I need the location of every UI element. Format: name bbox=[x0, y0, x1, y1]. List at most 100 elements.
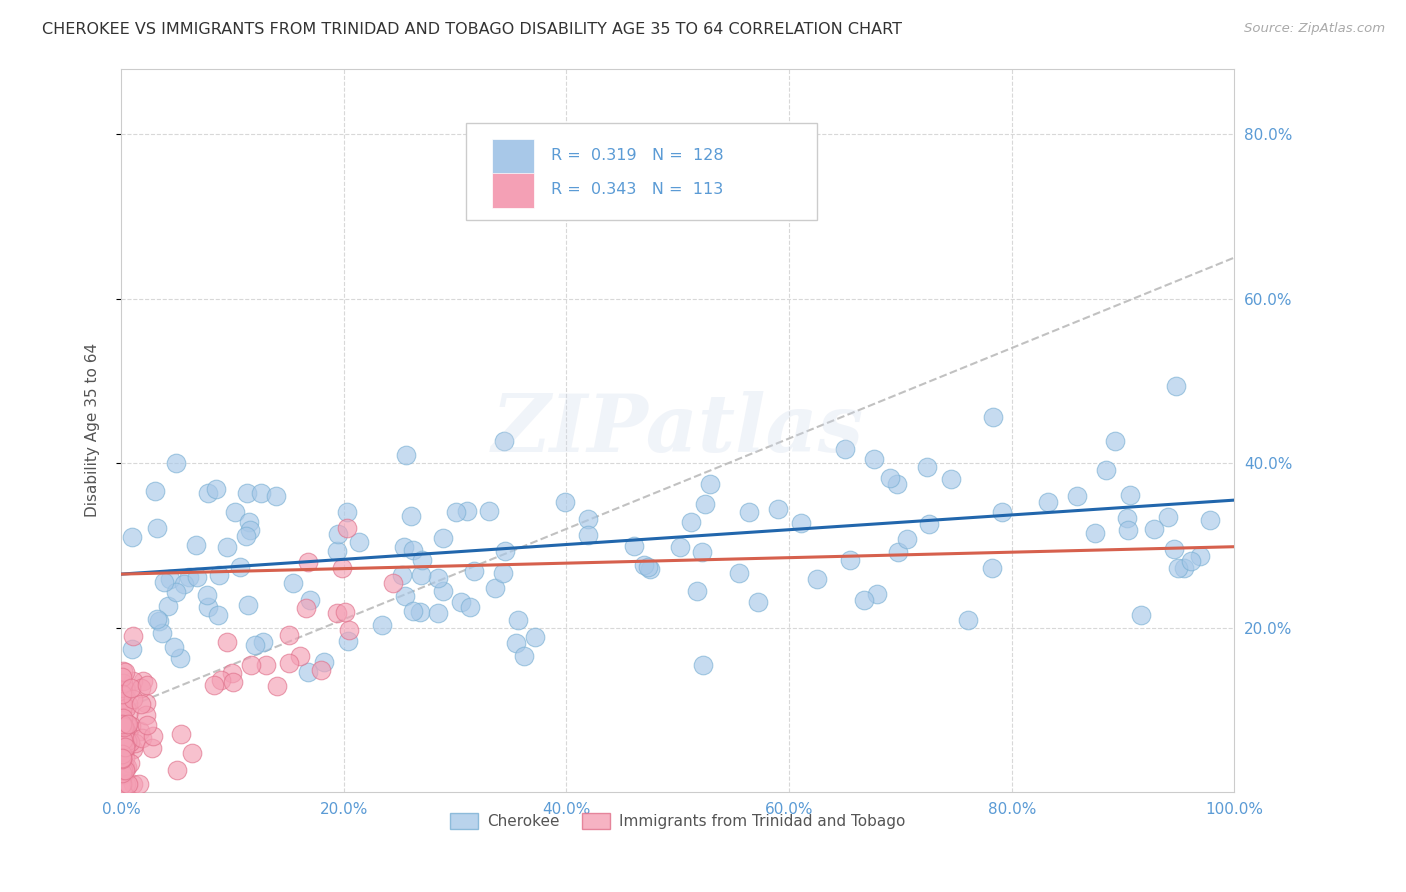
Point bbox=[159, 572, 181, 586]
FancyBboxPatch shape bbox=[467, 123, 817, 220]
Point bbox=[886, 476, 908, 491]
Point bbox=[290, 648, 312, 663]
Point bbox=[637, 559, 659, 574]
Point bbox=[112, 699, 135, 714]
Point bbox=[111, 777, 134, 791]
Point bbox=[153, 575, 176, 590]
Point bbox=[728, 566, 751, 580]
Point bbox=[941, 472, 963, 486]
Point bbox=[236, 598, 259, 612]
Point bbox=[111, 709, 134, 723]
Point bbox=[336, 505, 359, 519]
Point bbox=[209, 673, 232, 687]
Point bbox=[229, 560, 252, 574]
Point bbox=[111, 766, 134, 780]
Point bbox=[111, 751, 134, 765]
Point bbox=[217, 541, 239, 555]
Point bbox=[146, 521, 169, 535]
Point bbox=[117, 735, 139, 749]
Point bbox=[111, 722, 134, 736]
Point bbox=[208, 568, 231, 582]
Point bbox=[1188, 549, 1211, 563]
Point bbox=[150, 626, 173, 640]
Point bbox=[141, 740, 163, 755]
Point bbox=[1116, 511, 1139, 525]
Point bbox=[112, 676, 135, 690]
Point bbox=[221, 666, 243, 681]
Point bbox=[111, 766, 134, 780]
Point bbox=[115, 717, 138, 731]
Point bbox=[170, 727, 193, 741]
Point bbox=[866, 586, 889, 600]
Point bbox=[143, 483, 166, 498]
Point bbox=[111, 713, 134, 727]
Point bbox=[111, 714, 134, 729]
Point bbox=[135, 718, 157, 732]
Point bbox=[114, 737, 136, 751]
Point bbox=[576, 528, 599, 542]
Point bbox=[1157, 510, 1180, 524]
Point bbox=[112, 735, 135, 749]
Point bbox=[252, 635, 274, 649]
Point bbox=[484, 581, 506, 595]
Point bbox=[111, 768, 134, 782]
Point bbox=[456, 504, 478, 518]
Point bbox=[790, 516, 813, 530]
Point bbox=[181, 746, 204, 760]
Point bbox=[839, 552, 862, 566]
Bar bbox=[492, 139, 534, 174]
Point bbox=[981, 410, 1004, 425]
Point bbox=[118, 756, 141, 771]
Point bbox=[692, 658, 714, 673]
Point bbox=[918, 516, 941, 531]
Point bbox=[266, 679, 288, 693]
Point bbox=[394, 589, 416, 603]
Point bbox=[115, 701, 138, 715]
Point bbox=[1143, 522, 1166, 536]
Point bbox=[114, 739, 136, 754]
Bar bbox=[492, 173, 534, 208]
Point bbox=[492, 566, 515, 580]
Point bbox=[326, 526, 349, 541]
Point bbox=[399, 508, 422, 523]
Point bbox=[114, 740, 136, 755]
Point bbox=[111, 747, 134, 761]
Point bbox=[371, 618, 394, 632]
Point bbox=[131, 681, 153, 695]
Text: R =  0.343   N =  113: R = 0.343 N = 113 bbox=[551, 182, 723, 196]
Point bbox=[115, 741, 138, 756]
Point bbox=[112, 712, 135, 726]
Point bbox=[128, 723, 150, 738]
Point bbox=[145, 612, 167, 626]
Point bbox=[411, 553, 433, 567]
Point bbox=[896, 532, 918, 546]
Point bbox=[554, 494, 576, 508]
Point bbox=[217, 635, 239, 649]
Point bbox=[409, 605, 432, 619]
Point bbox=[834, 442, 856, 456]
Point bbox=[207, 607, 229, 622]
Point bbox=[112, 697, 135, 711]
Point bbox=[205, 482, 228, 496]
Point bbox=[956, 613, 979, 627]
Point bbox=[250, 485, 273, 500]
Point bbox=[120, 735, 142, 749]
Point bbox=[512, 648, 534, 663]
Point bbox=[111, 756, 134, 771]
Point bbox=[222, 675, 245, 690]
Point bbox=[309, 663, 332, 677]
Point bbox=[173, 577, 195, 591]
Point bbox=[166, 763, 188, 777]
Point bbox=[129, 698, 152, 712]
Point bbox=[395, 448, 418, 462]
Point bbox=[114, 730, 136, 744]
Point bbox=[122, 742, 145, 756]
Point bbox=[806, 572, 828, 586]
Point bbox=[111, 691, 134, 706]
Point bbox=[114, 665, 136, 679]
Point bbox=[446, 505, 468, 519]
Point bbox=[111, 702, 134, 716]
Point bbox=[426, 606, 449, 620]
Point bbox=[862, 452, 884, 467]
Point bbox=[239, 524, 262, 538]
